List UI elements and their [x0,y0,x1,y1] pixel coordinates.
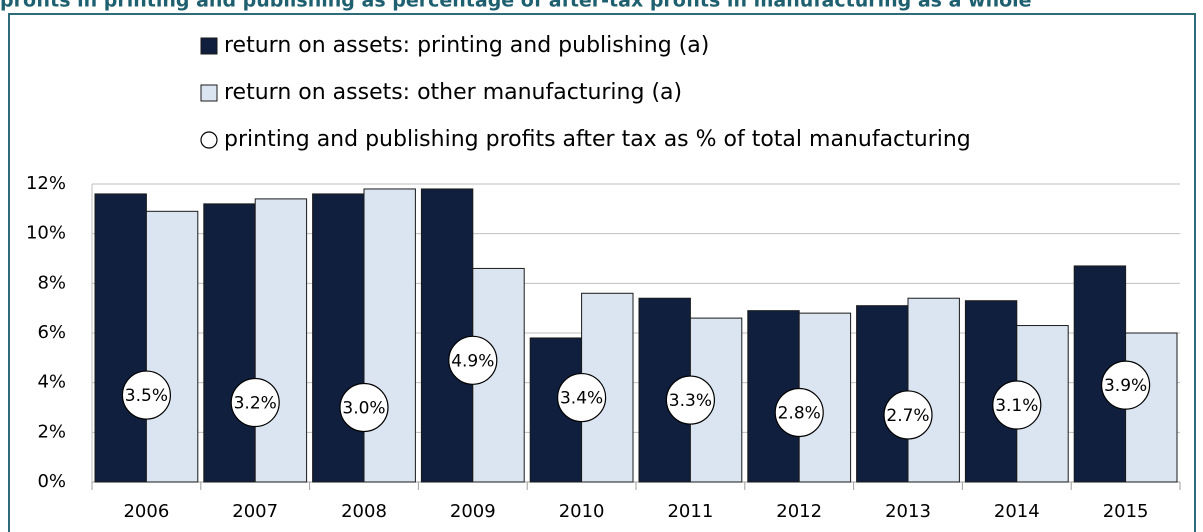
data-label: 3.4% [560,389,603,409]
marker [883,390,933,440]
data-label: 3.5% [125,386,168,406]
bar [254,198,308,483]
bar [420,188,474,483]
y-tick-label: 10% [26,223,66,244]
data-label: 3.2% [234,394,277,414]
legend-marker [200,131,218,149]
marker [121,370,171,420]
data-label: 4.9% [451,351,494,371]
legend-marker [200,84,218,102]
data-label: 2.8% [778,403,821,423]
legend-marker [200,37,218,55]
data-label: 3.9% [1104,376,1147,396]
legend-label: return on assets: other manufacturing (a… [224,80,682,105]
y-tick-label: 12% [26,173,66,194]
marker [665,375,716,425]
bar [94,193,147,483]
x-tick-label: 2007 [232,501,278,522]
marker [339,382,389,433]
y-tick-label: 2% [37,421,66,442]
x-tick-label: 2011 [667,501,713,522]
chart-title: profits in printing and publishing as pe… [0,0,1032,12]
marker [556,372,607,423]
data-label: 2.7% [886,406,929,426]
bar [203,203,256,483]
data-label: 3.3% [669,391,712,411]
marker [992,380,1042,430]
data-label: 3.1% [995,396,1038,416]
x-tick-label: 2010 [559,501,605,522]
x-tick-label: 2006 [123,501,169,522]
bar [312,193,365,483]
bar [907,297,960,483]
marker [1100,360,1151,410]
marker [448,335,498,385]
y-tick-label: 4% [37,372,66,393]
y-tick-label: 0% [37,471,66,492]
marker [774,387,824,438]
x-tick-label: 2015 [1103,501,1149,522]
y-tick-label: 8% [37,272,66,293]
y-tick-label: 6% [37,322,66,343]
legend-label: return on assets: printing and publishin… [224,33,709,58]
x-tick-label: 2012 [776,501,822,522]
legend-label: printing and publishing profits after ta… [224,127,971,152]
x-tick-label: 2013 [885,501,931,522]
x-tick-label: 2008 [341,501,387,522]
x-tick-label: 2009 [450,501,496,522]
bar [363,188,416,483]
marker [230,377,280,428]
x-tick-label: 2014 [994,501,1040,522]
bar [145,210,199,483]
data-label: 3.0% [342,399,385,419]
